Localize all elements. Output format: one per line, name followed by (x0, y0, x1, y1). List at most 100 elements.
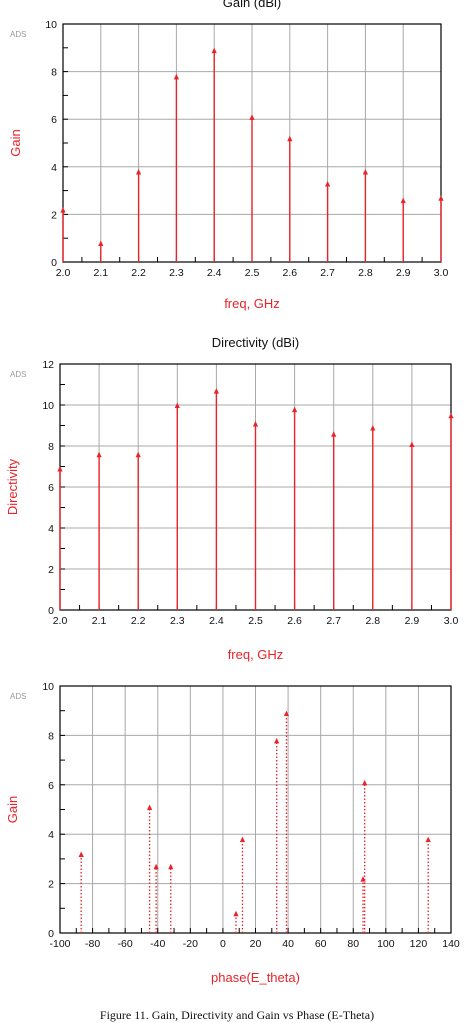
data-point-marker (287, 135, 293, 142)
y-tick-label: 6 (51, 114, 57, 126)
data-point-marker (211, 47, 217, 54)
x-tick-label: -20 (183, 938, 198, 950)
y-tick-label: 8 (48, 730, 54, 742)
data-point-marker (400, 197, 406, 204)
x-tick-label: 2.1 (93, 267, 108, 279)
x-tick-label: 60 (315, 938, 327, 950)
x-tick-label: 2.4 (209, 615, 224, 627)
x-tick-label: 3.0 (444, 615, 459, 627)
x-tick-label: 120 (410, 938, 428, 950)
y-tick-label: 2 (48, 879, 54, 891)
data-point-marker (233, 910, 239, 917)
data-point-marker (96, 451, 102, 458)
data-point-marker (60, 207, 66, 213)
data-point-marker (425, 836, 431, 843)
y-tick-label: 4 (48, 829, 54, 841)
data-point-marker (252, 420, 259, 427)
x-tick-label: 2.7 (320, 267, 335, 279)
data-point-marker (153, 863, 159, 870)
data-point-marker (362, 779, 368, 786)
data-point-marker (168, 863, 174, 870)
data-point-marker (78, 851, 84, 857)
data-point-marker (283, 710, 290, 717)
x-tick-label: 2.7 (326, 615, 341, 627)
x-tick-label: 2.8 (358, 267, 373, 279)
chart-title: Gain (dBi) (223, 0, 282, 10)
x-tick-label: 80 (347, 938, 359, 950)
data-point-marker (147, 804, 153, 811)
y-tick-label: 12 (42, 359, 54, 371)
x-tick-label: 100 (377, 938, 395, 950)
data-point-marker (370, 425, 376, 431)
data-point-marker (213, 388, 219, 394)
x-axis-label: freq, GHz (224, 296, 280, 311)
figure-caption: Figure 11. Gain, Directivity and Gain vs… (99, 1008, 375, 1022)
x-tick-label: 2.3 (169, 267, 184, 279)
data-point-marker (292, 406, 298, 413)
data-point-marker (249, 114, 255, 120)
y-axis-label: Gain (8, 129, 23, 156)
x-tick-label: 2.6 (287, 615, 302, 627)
chart-3: -100 -80 -60 -40 -20 0 20 40 60 80 100 120 140 0 2 4 6 8 1… (5, 681, 460, 985)
ads-watermark: ADS (10, 692, 26, 701)
x-tick-label: 40 (282, 938, 294, 950)
x-tick-label: 2.5 (245, 267, 260, 279)
data-point-marker (174, 402, 180, 408)
y-tick-label: 6 (48, 780, 54, 792)
data-point-marker (409, 441, 415, 447)
data-point-marker (438, 195, 444, 201)
x-tick-label: 140 (442, 938, 460, 950)
data-point-marker (448, 412, 454, 419)
x-tick-label: 2.9 (396, 267, 411, 279)
y-tick-label: 4 (48, 523, 54, 535)
y-tick-label: 10 (42, 681, 54, 693)
x-tick-label: -60 (118, 938, 133, 950)
data-point-marker (331, 431, 337, 437)
x-tick-label: 0 (220, 938, 226, 950)
x-tick-label: 2.2 (131, 267, 146, 279)
data-point-marker (136, 169, 142, 175)
y-tick-label: 0 (48, 605, 54, 617)
data-point-marker (325, 180, 331, 187)
chart-1: 2.0 2.1 2.2 2.3 2.4 2.5 2.6 2.7 2.8 2.9 3.0 0 2 4 6 8 10… (8, 0, 448, 311)
y-tick-label: 0 (51, 257, 57, 269)
x-tick-label: 2.5 (248, 615, 263, 627)
plot-frame (59, 685, 452, 934)
x-tick-label: 2.9 (405, 615, 420, 627)
y-tick-label: 4 (51, 162, 57, 174)
x-tick-label: 20 (250, 938, 262, 950)
x-tick-label: -100 (49, 938, 70, 950)
y-tick-label: 2 (48, 564, 54, 576)
y-tick-label: 0 (48, 928, 54, 940)
chart-2: 2.0 2.1 2.2 2.3 2.4 2.5 2.6 2.7 2.8 2.9 3.0 0 2 4 6 8 10… (5, 335, 458, 662)
y-tick-label: 10 (45, 19, 57, 31)
data-point-marker (274, 737, 280, 744)
x-tick-label: 2.6 (282, 267, 297, 279)
x-tick-label: 2.0 (56, 267, 71, 279)
x-tick-label: -40 (150, 938, 165, 950)
x-tick-label: 2.1 (92, 615, 107, 627)
x-tick-label: 2.4 (207, 267, 222, 279)
data-point-marker (57, 466, 63, 472)
x-axis-label: freq, GHz (228, 647, 284, 662)
y-tick-label: 2 (51, 209, 57, 221)
data-point-marker (98, 240, 104, 246)
x-tick-label: 2.0 (53, 615, 68, 627)
y-tick-label: 10 (42, 400, 54, 412)
x-tick-label: -80 (85, 938, 100, 950)
data-point-marker (135, 451, 141, 458)
chart-title: Directivity (dBi) (212, 335, 299, 350)
y-axis-label: Directivity (5, 458, 20, 515)
y-tick-label: 8 (48, 441, 54, 453)
y-tick-label: 8 (51, 67, 57, 79)
x-tick-label: 2.3 (170, 615, 185, 627)
ads-watermark: ADS (10, 30, 26, 39)
data-point-marker (362, 169, 368, 175)
data-point-marker (239, 836, 246, 843)
y-tick-label: 6 (48, 482, 54, 494)
x-tick-label: 2.8 (365, 615, 380, 627)
x-tick-label: 3.0 (434, 267, 449, 279)
ads-watermark: ADS (10, 370, 26, 379)
data-point-marker (173, 73, 179, 80)
